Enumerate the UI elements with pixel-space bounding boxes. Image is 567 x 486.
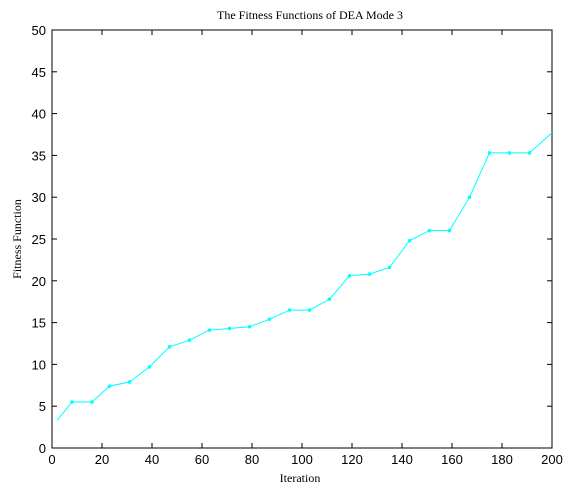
data-point [387,265,392,270]
data-point [90,400,94,404]
data-point [127,380,132,384]
data-point [487,151,492,155]
data-point [227,326,232,331]
x-tick-label: 0 [48,452,55,467]
data-point [287,308,292,312]
y-tick-label: 0 [39,441,46,456]
x-tick-label: 60 [195,452,209,467]
x-axis: 0 20 40 60 80 100 120 140 160 180 200 [48,30,563,467]
series-layer [56,132,553,421]
x-tick-label: 20 [95,452,109,467]
series-line [56,132,553,421]
y-axis: 0 5 10 15 20 25 30 35 40 45 50 [32,23,552,456]
y-tick-label: 20 [32,274,46,289]
data-point [527,151,532,155]
y-tick-label: 5 [39,399,46,414]
plot-area [51,29,553,449]
data-point [327,297,332,301]
data-point [267,317,272,322]
y-tick-label: 10 [32,357,46,372]
data-point [467,195,472,199]
x-tick-label: 140 [391,452,413,467]
data-point [207,328,212,332]
x-tick-label: 200 [541,452,563,467]
x-tick-label: 100 [291,452,313,467]
data-point [70,400,74,404]
data-point [307,308,312,312]
y-tick-label: 30 [32,190,46,205]
x-tick-label: 180 [491,452,513,467]
y-tick-label: 40 [32,107,46,122]
chart-title: The Fitness Functions of DEA Mode 3 [217,8,403,22]
x-axis-label: Iteration [280,471,321,485]
y-axis-label: Fitness Function [10,199,24,279]
x-tick-label: 120 [341,452,363,467]
data-point [147,365,152,369]
y-tick-label: 25 [32,232,46,247]
y-tick-label: 15 [32,316,46,331]
data-point [507,151,512,155]
data-point [167,345,172,349]
x-tick-label: 80 [245,452,259,467]
data-point [367,272,372,276]
x-tick-label: 40 [145,452,159,467]
y-tick-label: 50 [32,23,46,38]
data-point [427,228,432,233]
y-tick-label: 35 [32,148,46,163]
data-point [407,238,412,243]
data-point [247,324,252,329]
data-point [447,228,452,233]
y-tick-label: 45 [32,65,46,80]
data-point [187,338,192,342]
x-tick-label: 160 [441,452,463,467]
data-point [347,273,352,278]
data-point [107,384,112,388]
